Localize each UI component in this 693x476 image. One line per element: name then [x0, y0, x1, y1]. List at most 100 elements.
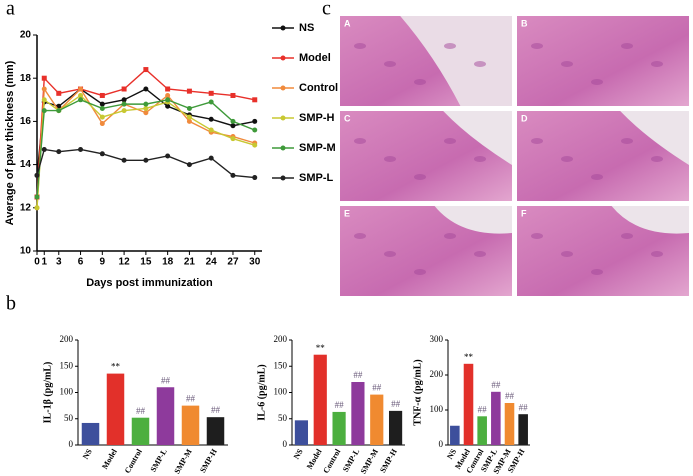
legend-marker [280, 145, 286, 151]
point [208, 127, 214, 133]
tissue-space [620, 111, 689, 165]
point [252, 175, 258, 181]
legend-label: SMP-H [299, 112, 335, 124]
significance-marker: ** [111, 362, 121, 372]
cell-cluster [651, 156, 663, 162]
point [41, 108, 47, 114]
point [252, 142, 258, 148]
tissue-space [611, 206, 689, 234]
y-tick-label: 14 [20, 159, 32, 170]
y-tick-label: 200 [430, 369, 444, 379]
cell-cluster [444, 43, 456, 49]
bar [491, 391, 501, 445]
point [165, 92, 171, 98]
panel-label: b [6, 293, 16, 315]
legend-marker [280, 55, 286, 61]
x-tick-label: SMP-L [149, 447, 169, 473]
bar [351, 382, 365, 445]
y-tick-label: 200 [274, 334, 288, 344]
y-tick-label: 20 [20, 30, 32, 41]
point [143, 105, 149, 111]
y-tick-label: 50 [278, 413, 288, 423]
series-line [36, 68, 255, 198]
bar [518, 414, 528, 445]
point [230, 92, 236, 98]
series-line [36, 86, 255, 208]
x-tick-label: 21 [184, 257, 196, 268]
y-tick-label: 300 [430, 334, 444, 344]
cell-cluster [414, 79, 426, 85]
x-tick-label: SMP-H [198, 447, 219, 475]
x-tick-label: Model [100, 447, 119, 471]
panel-label: c [322, 0, 331, 20]
point [121, 86, 127, 92]
bar [463, 363, 474, 445]
point [41, 86, 47, 92]
point [165, 103, 171, 109]
significance-marker: ## [353, 370, 363, 380]
point [186, 114, 192, 120]
cell-cluster [384, 61, 396, 67]
y-tick-label: 100 [60, 387, 74, 397]
significance-marker: ## [186, 394, 196, 404]
point [99, 92, 105, 98]
point [143, 67, 149, 73]
x-tick-label: 0 [34, 257, 40, 268]
y-axis-label: Average of paw thickness (mm) [4, 60, 16, 225]
point [121, 157, 127, 163]
point [56, 108, 62, 114]
legend-marker [280, 115, 286, 121]
x-tick-label: 18 [162, 257, 174, 268]
legend-marker [280, 175, 286, 181]
point [186, 88, 192, 94]
point [41, 146, 47, 152]
bar [388, 410, 403, 445]
x-tick-label: 9 [100, 257, 106, 268]
y-axis-label: IL-6 (pg/mL) [256, 364, 267, 420]
x-tick-label: 27 [227, 257, 239, 268]
cell-cluster [444, 138, 456, 144]
bar [477, 416, 487, 445]
cell-cluster [354, 138, 366, 144]
y-tick-label: 150 [274, 360, 288, 370]
cell-cluster [354, 233, 366, 239]
x-tick-label: 3 [56, 257, 62, 268]
y-tick-label: 150 [60, 360, 74, 370]
point [208, 99, 214, 105]
x-tick-label: NS [81, 447, 94, 461]
bar [206, 417, 225, 445]
point [99, 151, 105, 157]
cell-cluster [384, 156, 396, 162]
point [143, 101, 149, 107]
bar [450, 425, 460, 445]
legend-label: SMP-L [299, 172, 334, 184]
histology-label: D [521, 113, 528, 123]
point [165, 153, 171, 159]
point [34, 194, 40, 200]
histology-label: E [344, 208, 350, 218]
point [252, 97, 258, 103]
y-tick-label: 12 [20, 202, 32, 213]
point [78, 97, 84, 103]
bar [504, 403, 515, 445]
point [186, 162, 192, 168]
significance-marker: ## [519, 402, 529, 412]
x-tick-label: 30 [249, 257, 261, 268]
significance-marker: ## [136, 406, 146, 416]
point [208, 90, 214, 96]
point [99, 101, 105, 107]
point [252, 127, 258, 133]
point [143, 110, 149, 116]
bar [313, 354, 327, 445]
point [34, 172, 40, 178]
cell-cluster [621, 138, 633, 144]
panel-label: a [6, 0, 15, 20]
y-tick-label: 50 [64, 413, 74, 423]
legend-label: Model [299, 52, 331, 64]
point [121, 101, 127, 107]
x-tick-label: Model [305, 447, 324, 471]
point [208, 116, 214, 122]
point [230, 123, 236, 129]
cell-cluster [561, 156, 573, 162]
